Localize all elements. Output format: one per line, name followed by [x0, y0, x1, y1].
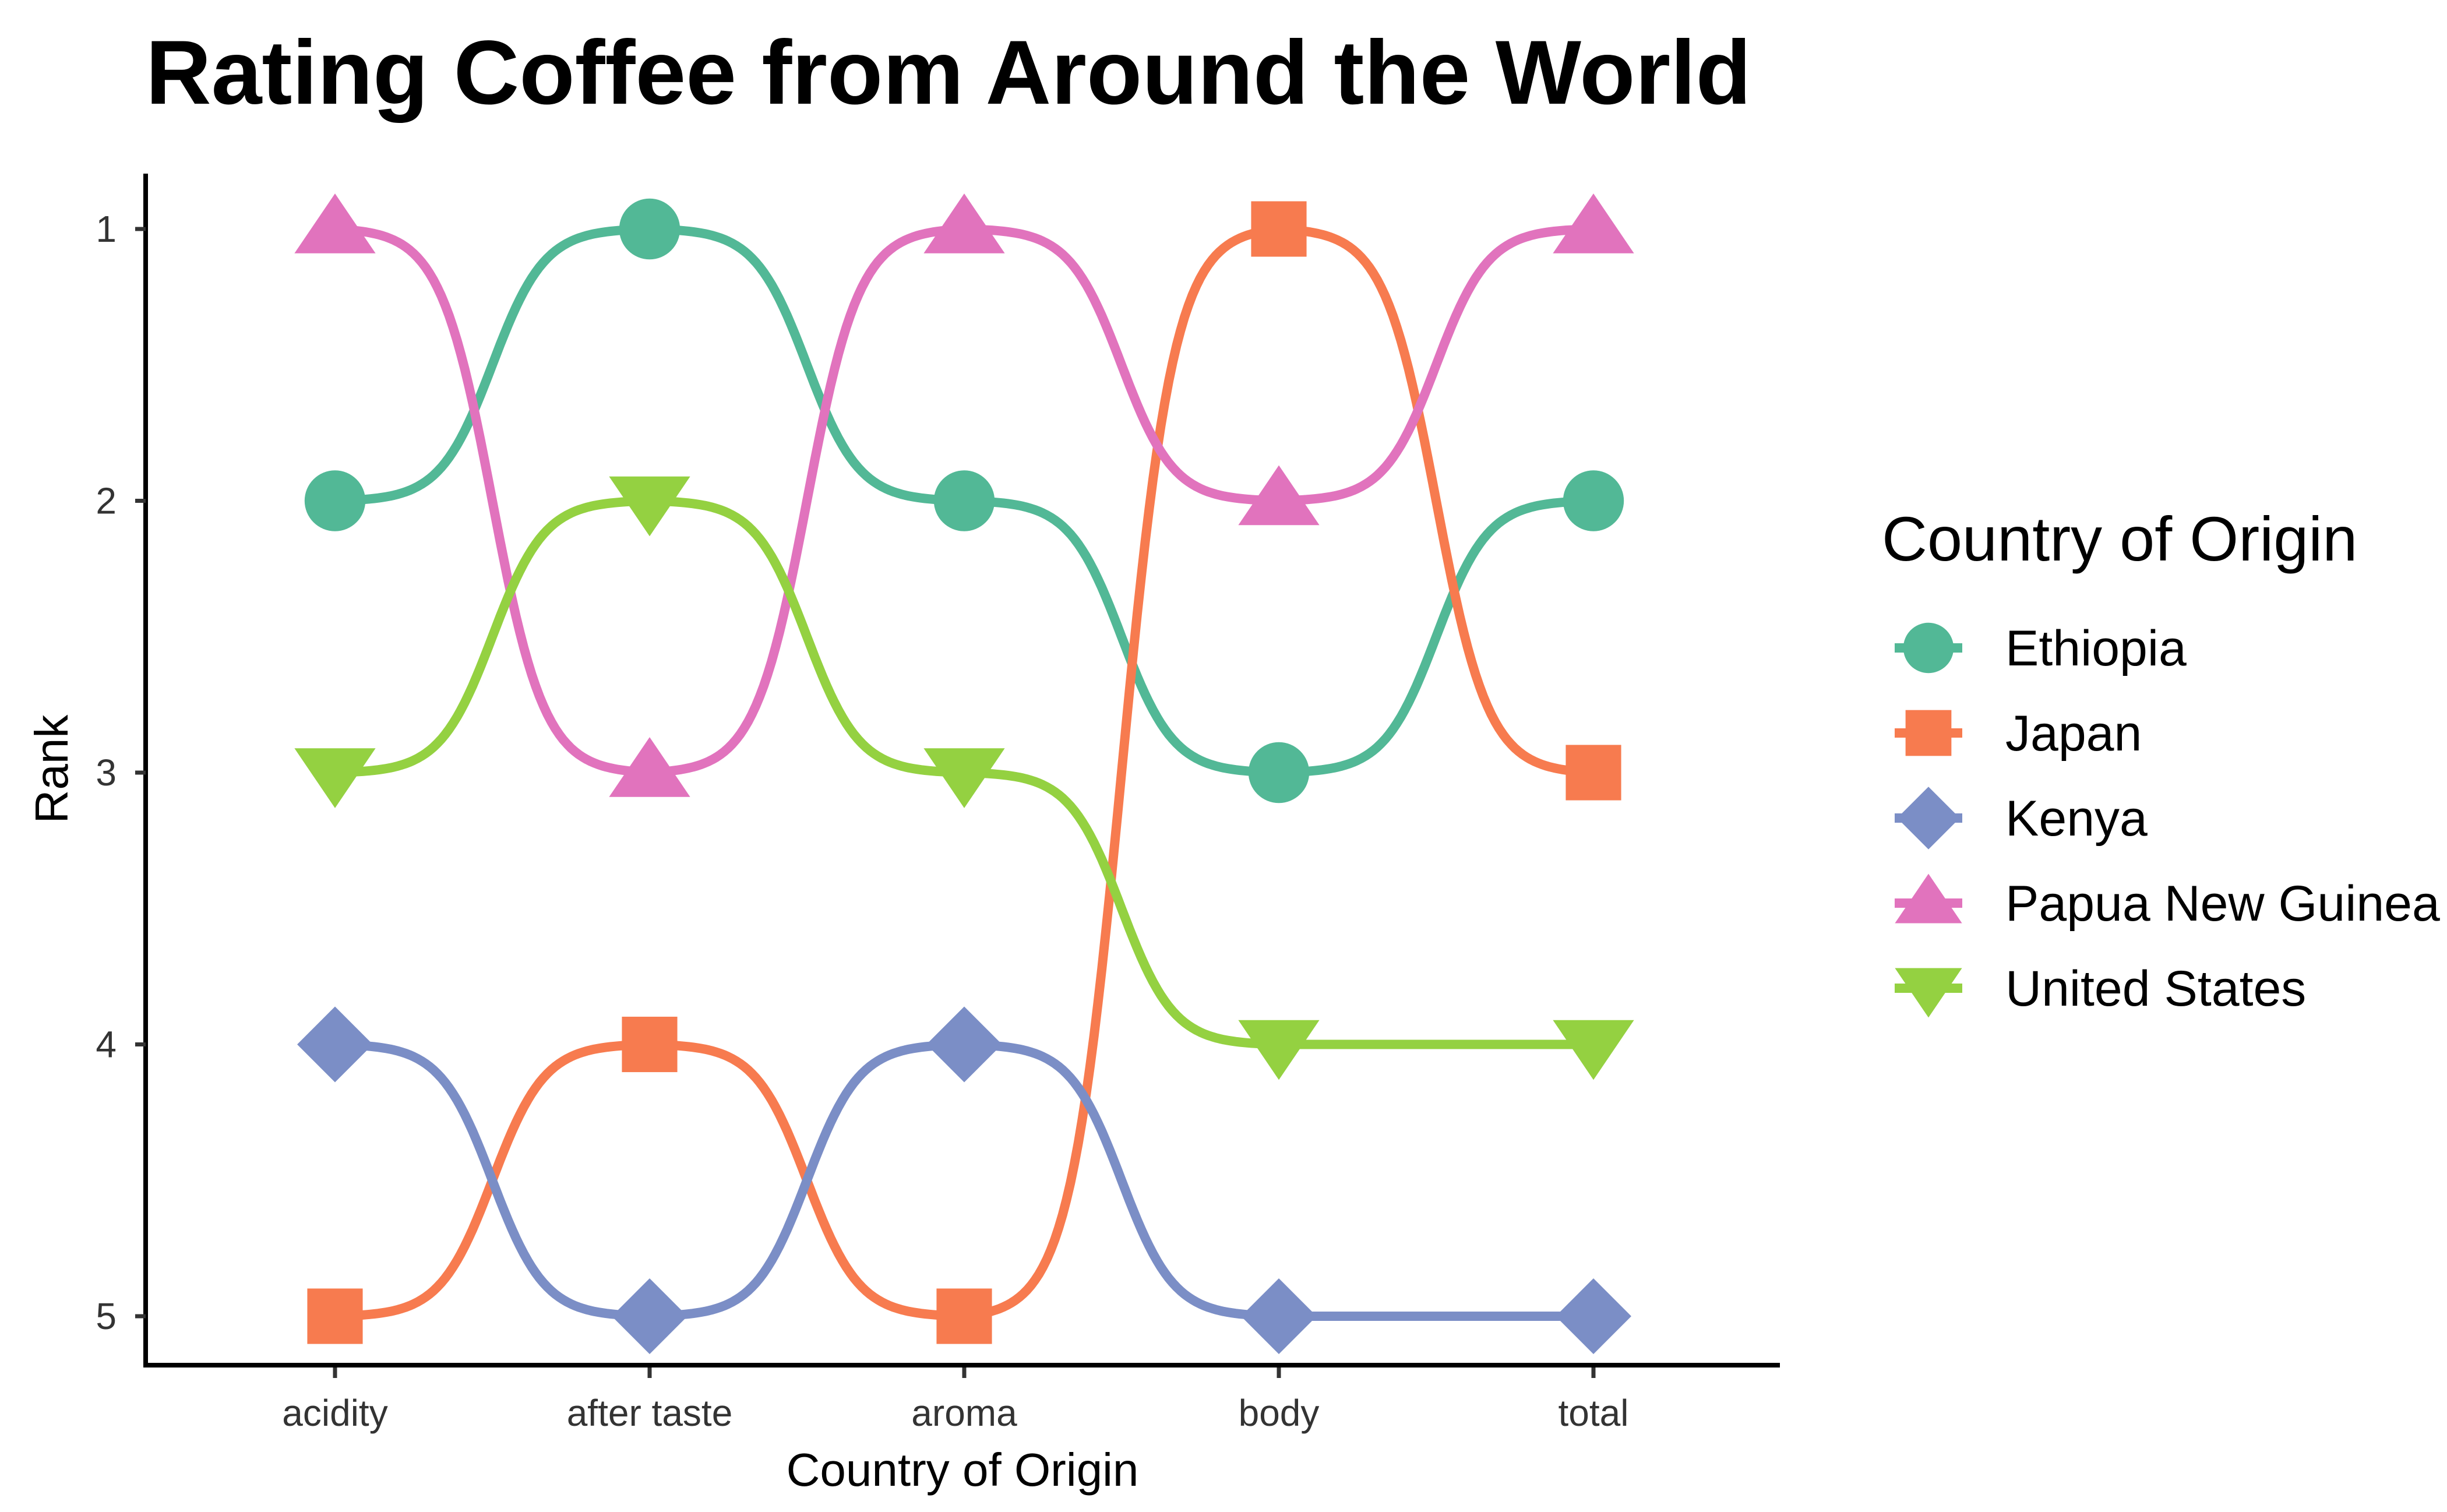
legend-item-kenya: Kenya: [1895, 787, 2148, 850]
point-united-states-aroma: [923, 748, 1005, 808]
legend-title: Country of Origin: [1882, 503, 2357, 574]
x-axis-ticks: acidity after taste aroma body total: [282, 1368, 1628, 1434]
point-ethiopia-after-taste: [619, 198, 680, 260]
y-axis-title: Rank: [26, 714, 77, 824]
x-axis-title: Country of Origin: [787, 1444, 1139, 1496]
point-japan-total: [1565, 745, 1621, 801]
legend-label: Papua New Guinea: [2005, 876, 2440, 932]
point-ethiopia-aroma: [933, 470, 995, 531]
point-kenya-aroma: [926, 1006, 1002, 1083]
legend-label: Ethiopia: [2005, 621, 2187, 676]
legend-key-square-icon: [1905, 710, 1952, 756]
y-tick-label: 3: [96, 752, 117, 794]
y-tick-label: 2: [96, 480, 117, 522]
legend-key-circle-icon: [1903, 622, 1954, 674]
point-united-states-after-taste: [609, 476, 690, 537]
point-ethiopia-acidity: [304, 470, 366, 531]
legend-label: Japan: [2005, 706, 2142, 762]
point-united-states-body: [1238, 1020, 1320, 1080]
legend-key-triangle-down-icon: [1895, 968, 1962, 1018]
point-papua-new-guinea-aroma: [923, 193, 1005, 253]
legend-items: Ethiopia Japan Kenya Papua New Guinea United…: [1895, 621, 2440, 1018]
y-axis-ticks: 1 2 3 4 5: [96, 208, 146, 1337]
x-tick-label: total: [1559, 1392, 1629, 1434]
legend-label: United States: [2005, 961, 2306, 1017]
series-markers: [294, 193, 1634, 1354]
legend-key-diamond-icon: [1897, 787, 1960, 850]
point-papua-new-guinea-acidity: [294, 193, 376, 253]
series-line-kenya: [330, 1039, 1598, 1321]
point-japan-body: [1251, 201, 1307, 257]
point-kenya-acidity: [297, 1006, 373, 1083]
y-tick-label: 5: [96, 1295, 117, 1337]
x-tick-label: body: [1239, 1392, 1320, 1434]
legend-item-papua-new-guinea: Papua New Guinea: [1895, 873, 2440, 932]
point-papua-new-guinea-after-taste: [609, 737, 690, 797]
point-kenya-total: [1556, 1278, 1631, 1354]
legend: Country of Origin Ethiopia Japan Kenya Papu…: [1882, 503, 2440, 1018]
legend-label: Kenya: [2005, 791, 2148, 847]
x-tick-label: acidity: [282, 1392, 387, 1434]
x-tick-label: aroma: [911, 1392, 1017, 1434]
point-japan-aroma: [936, 1288, 992, 1344]
point-japan-after-taste: [622, 1016, 678, 1073]
point-papua-new-guinea-total: [1553, 193, 1634, 253]
legend-item-japan: Japan: [1895, 706, 2142, 762]
legend-key-triangle-up-icon: [1895, 873, 1962, 924]
point-kenya-body: [1241, 1278, 1317, 1354]
point-ethiopia-body: [1248, 742, 1310, 803]
chart-title: Rating Coffee from Around the World: [146, 22, 1751, 124]
point-united-states-total: [1553, 1020, 1634, 1080]
point-japan-acidity: [307, 1288, 363, 1344]
y-tick-label: 4: [96, 1024, 117, 1066]
point-papua-new-guinea-body: [1238, 465, 1320, 526]
point-ethiopia-total: [1563, 470, 1624, 531]
y-tick-label: 1: [96, 208, 117, 250]
x-tick-label: after taste: [567, 1392, 733, 1434]
legend-item-united-states: United States: [1895, 961, 2306, 1018]
legend-item-ethiopia: Ethiopia: [1895, 621, 2187, 676]
point-united-states-acidity: [294, 748, 376, 808]
point-kenya-after-taste: [612, 1278, 687, 1354]
